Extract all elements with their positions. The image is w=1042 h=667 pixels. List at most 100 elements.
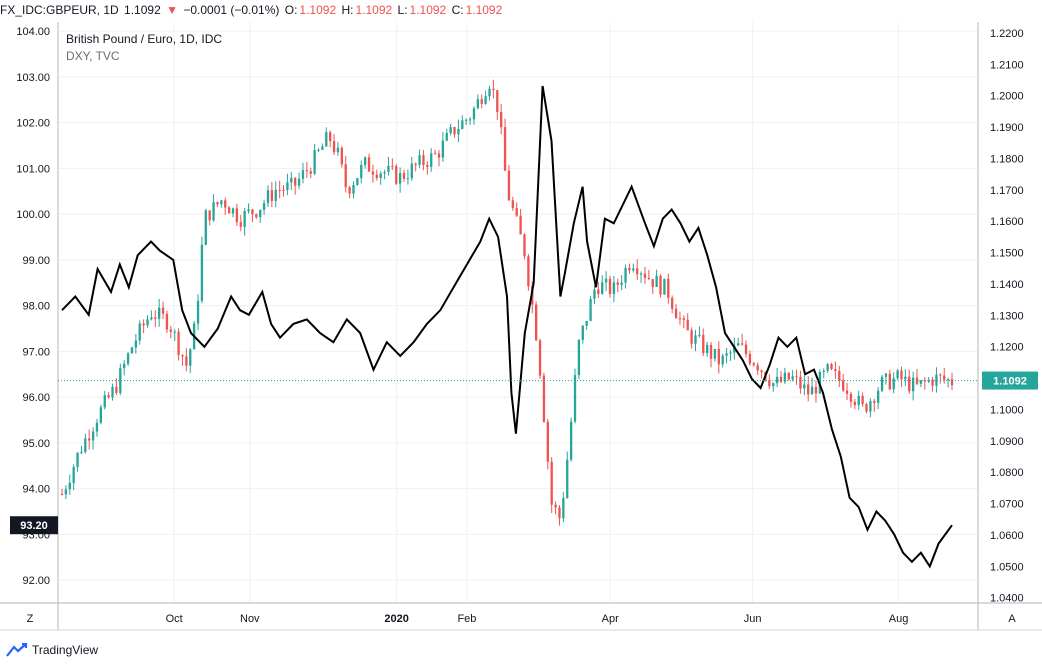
x-tick-label: Aug — [889, 613, 909, 625]
candle-body — [231, 208, 235, 214]
candle-body — [678, 318, 682, 320]
candle-body — [515, 207, 518, 216]
last-price: 1.1092 — [124, 3, 161, 17]
candle-body — [437, 153, 441, 158]
candle-body — [842, 380, 845, 391]
candle-body — [659, 275, 662, 295]
candle-body — [597, 289, 600, 294]
candle-body — [915, 377, 919, 384]
left-current-tag — [10, 516, 58, 535]
right-tick-label: 1.1500 — [990, 248, 1024, 260]
candle-body — [91, 431, 95, 441]
candle-body — [286, 182, 289, 191]
candle-body — [301, 170, 305, 179]
candle-body — [857, 395, 860, 406]
candle-body — [270, 190, 274, 201]
right-tick-label: 1.0500 — [990, 561, 1024, 573]
candle-body — [612, 282, 616, 294]
candle-body — [503, 127, 507, 171]
candle-body — [235, 208, 239, 223]
candle-body — [422, 155, 425, 165]
candle-body — [748, 353, 752, 364]
candle-body — [325, 132, 328, 147]
right-tick-label: 1.0600 — [990, 530, 1024, 542]
candle-body — [189, 349, 192, 366]
low-label: L: — [397, 3, 408, 17]
candle-body — [169, 329, 172, 332]
candle-body — [64, 489, 68, 495]
candle-body — [119, 368, 122, 393]
candle-body — [224, 200, 227, 208]
candle-body — [853, 401, 856, 406]
candle-body — [453, 127, 456, 135]
candle-body — [822, 370, 825, 372]
candle-body — [935, 374, 938, 386]
candle-body — [216, 202, 219, 205]
candle-body — [476, 99, 480, 109]
candle-body — [904, 376, 907, 380]
right-tick-label: 1.1900 — [990, 122, 1024, 134]
price-change: −0.0001 (−0.01%) — [183, 3, 280, 17]
candle-body — [865, 403, 868, 412]
candle-body — [367, 157, 371, 172]
price-chart[interactable]: 104.00 103.00 102.00 101.00 100.00 99.00 98.00… — [0, 0, 1042, 640]
candle-body — [251, 209, 254, 215]
candle-body — [919, 380, 923, 384]
candle-body — [468, 119, 472, 121]
x-tick-label: Oct — [166, 613, 183, 625]
right-tick-label: 1.0700 — [990, 499, 1024, 511]
candle-body — [542, 375, 546, 422]
candle-body — [911, 377, 915, 392]
symbol-name[interactable]: FX_IDC:GBPEUR, 1D — [0, 3, 119, 17]
candle-body — [111, 386, 114, 398]
candle-body — [950, 379, 954, 386]
left-tick-label: 101.00 — [16, 163, 50, 175]
right-tick-label: 1.0800 — [990, 467, 1024, 479]
candle-body — [379, 173, 382, 178]
auto-scale-button[interactable]: A — [1008, 613, 1016, 625]
candle-body — [433, 153, 437, 155]
candle-body — [896, 370, 899, 379]
candle-body — [290, 177, 293, 183]
candle-body — [158, 307, 161, 319]
candle-body — [161, 307, 165, 314]
right-tick-label: 1.1300 — [990, 310, 1024, 322]
candle-body — [181, 355, 184, 357]
zoom-corner-button[interactable]: Z — [27, 613, 34, 625]
candle-body — [406, 178, 410, 180]
candle-body — [282, 189, 285, 191]
candle-body — [511, 200, 514, 208]
candle-body — [772, 383, 775, 387]
right-tick-label: 1.2100 — [990, 59, 1024, 71]
candle-body — [756, 365, 759, 371]
candle-body — [107, 395, 110, 398]
candle-body — [636, 268, 639, 275]
candle-body — [702, 334, 705, 354]
candle-body — [787, 372, 790, 380]
candle-body — [880, 376, 884, 391]
candle-body — [313, 150, 316, 174]
candle-body — [651, 279, 654, 287]
right-tick-label: 1.2000 — [990, 91, 1024, 103]
candle-body — [643, 273, 647, 278]
candle-body — [84, 438, 87, 453]
candle-body — [278, 189, 281, 191]
left-tick-label: 100.00 — [16, 209, 50, 221]
right-tick-label: 1.1700 — [990, 185, 1024, 197]
candle-body — [465, 119, 468, 121]
candle-body — [154, 317, 157, 319]
candle-body — [729, 352, 732, 354]
candle-body — [410, 163, 413, 179]
candle-body — [103, 395, 106, 408]
left-tick-label: 97.00 — [22, 346, 50, 358]
candle-body — [227, 207, 231, 214]
left-tick-label: 95.00 — [22, 438, 50, 450]
candle-body — [869, 400, 872, 412]
candle-body — [686, 319, 689, 331]
candle-body — [663, 278, 666, 295]
candle-body — [923, 380, 926, 382]
brand[interactable]: TradingView — [6, 640, 98, 660]
candle-body — [321, 146, 324, 150]
candle-body — [115, 386, 118, 393]
